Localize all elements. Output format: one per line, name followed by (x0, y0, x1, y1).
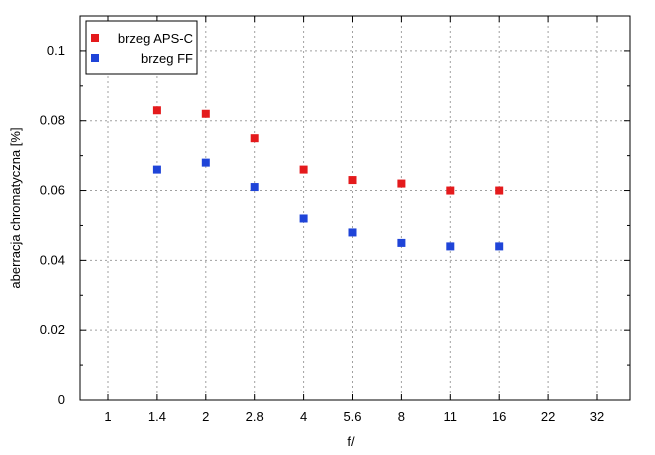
legend-marker-1 (91, 54, 99, 62)
y-tick-label: 0.04 (40, 252, 65, 267)
data-point-series-1 (250, 183, 259, 192)
x-axis-title: f/ (347, 434, 355, 449)
y-tick-label: 0.02 (40, 322, 65, 337)
data-point-series-1 (152, 165, 161, 174)
data-point-series-0 (250, 134, 259, 143)
data-point-series-1 (397, 238, 406, 247)
data-point-series-0 (348, 176, 357, 185)
x-tick-label: 2 (202, 409, 209, 424)
y-tick-label: 0.1 (47, 43, 65, 58)
data-point-series-1 (299, 214, 308, 223)
data-point-series-0 (446, 186, 455, 195)
x-tick-label: 16 (492, 409, 506, 424)
data-point-series-0 (299, 165, 308, 174)
legend: brzeg APS-C brzeg FF (85, 20, 198, 75)
data-point-series-0 (201, 109, 210, 118)
legend-label-1: brzeg FF (141, 51, 193, 66)
legend-marker-0 (91, 34, 99, 42)
x-tick-label: 8 (398, 409, 405, 424)
x-tick-label: 11 (444, 409, 458, 424)
point-layer (152, 106, 504, 251)
data-point-series-1 (348, 228, 357, 237)
legend-label-0: brzeg APS-C (118, 31, 193, 46)
y-tick-label: 0.08 (40, 113, 65, 128)
data-point-series-0 (397, 179, 406, 188)
plot-frame (79, 15, 631, 401)
x-tick-label: 1.4 (148, 409, 166, 424)
data-point-series-0 (495, 186, 504, 195)
x-tick-label: 1 (104, 409, 111, 424)
x-tick-label: 2.8 (246, 409, 264, 424)
y-tick-label: 0 (58, 392, 65, 407)
x-tick-label: 5.6 (343, 409, 361, 424)
data-point-series-1 (201, 158, 210, 167)
data-point-series-1 (446, 242, 455, 251)
data-point-series-0 (152, 106, 161, 115)
y-axis-title: aberracja chromatyczna [%] (8, 127, 23, 288)
label-layer: 1 1.4 2 2.8 4 5.6 8 11 16 22 32 0 0.02 0.04 0.06 0.08 0.… (40, 43, 605, 424)
x-tick-label: 22 (541, 409, 555, 424)
x-tick-label: 4 (300, 409, 307, 424)
legend-box (85, 20, 198, 75)
x-tick-label: 32 (590, 409, 604, 424)
y-tick-label: 0.06 (40, 183, 65, 198)
data-point-series-1 (495, 242, 504, 251)
